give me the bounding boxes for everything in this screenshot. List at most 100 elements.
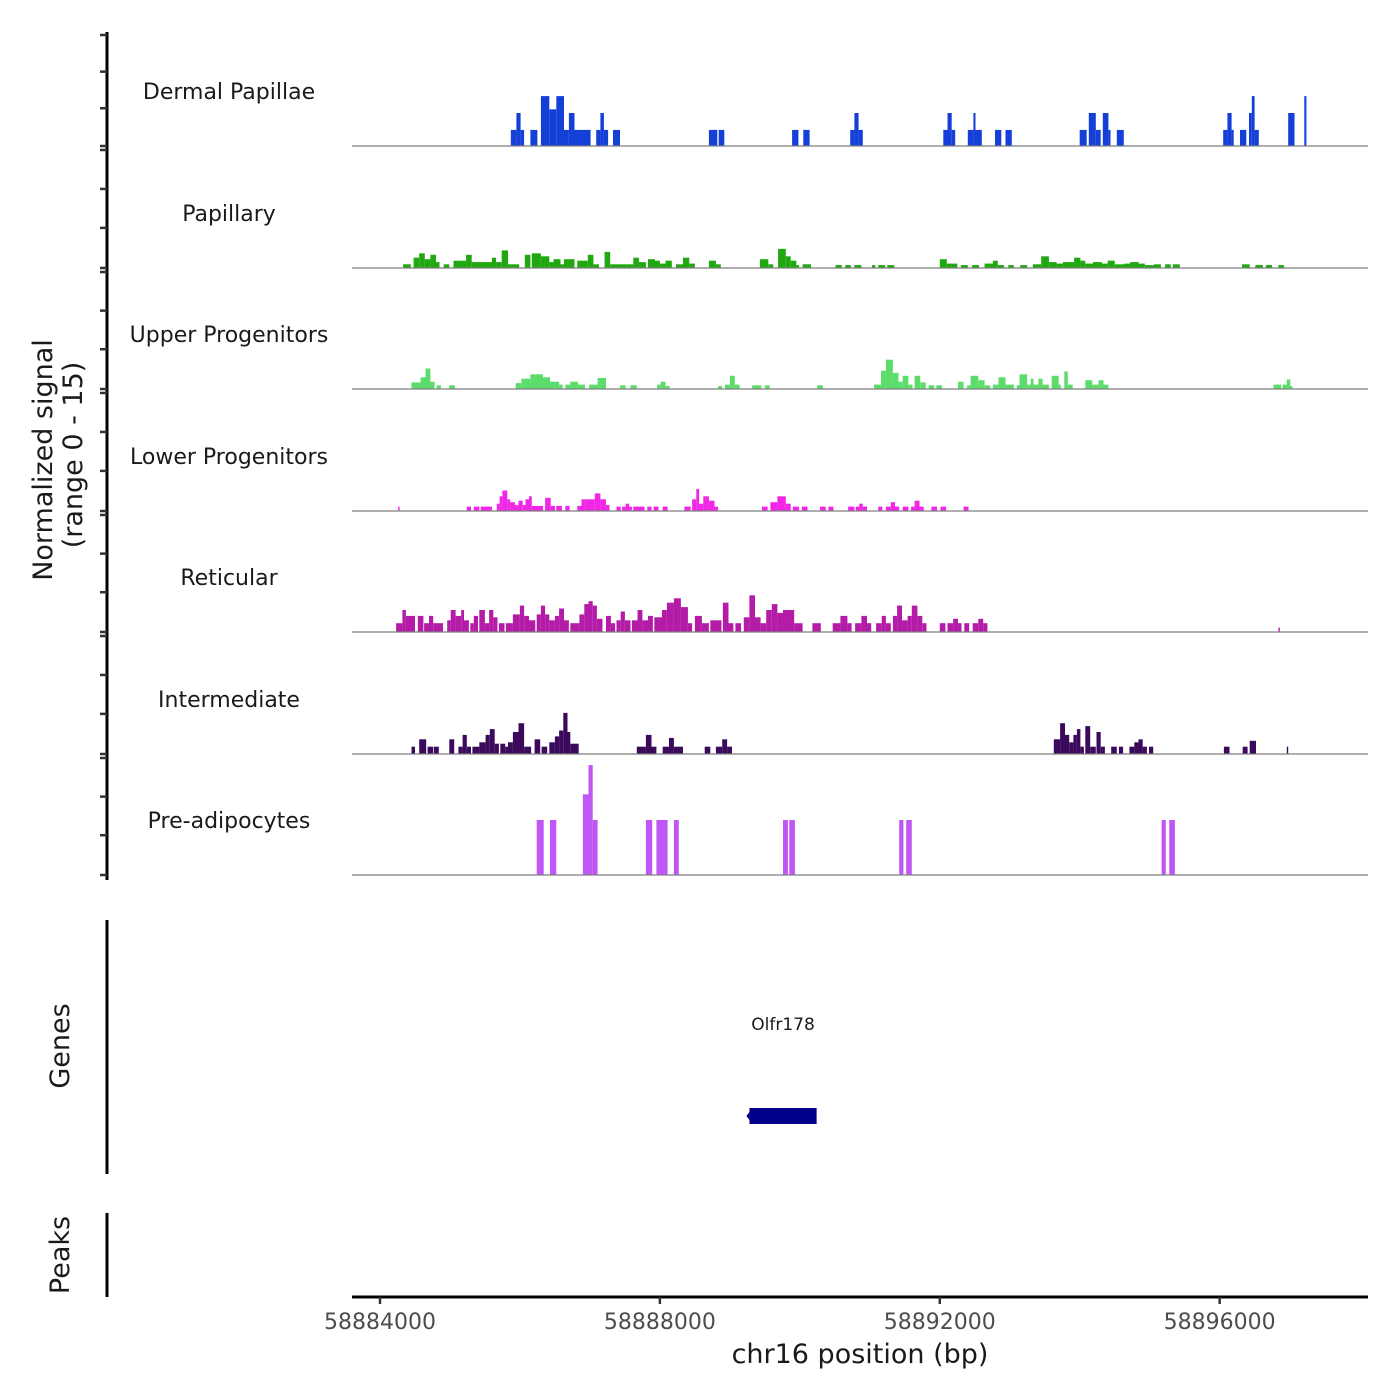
signal-bin [536,820,544,875]
signal-bin [947,113,952,146]
signal-bin [662,610,667,632]
signal-bin [928,385,935,389]
signal-bin [616,620,621,632]
signal-bin [479,742,486,754]
signal-bin [727,746,732,754]
signal-bin [1080,746,1084,754]
signal-bin [701,623,709,632]
signal-bin [676,264,683,268]
signal-bin [1085,380,1093,389]
signal-bin [850,129,855,146]
signal-bin [496,262,502,268]
signal-bin [472,746,480,754]
signal-bin [1095,129,1101,146]
signal-bin [1080,260,1086,268]
signal-bin [543,377,550,389]
signal-bin [585,499,595,511]
signal-bin [594,493,601,511]
signal-bin [550,505,555,511]
signal-bin [471,262,492,268]
signal-bin [549,620,555,632]
signal-bin [648,615,653,632]
signal-bin [500,743,506,754]
signal-bin [593,264,599,268]
signal-bin [563,712,568,754]
gene-body[interactable] [749,1108,817,1124]
track-label: Papillary [182,202,276,227]
signal-bin [455,615,462,632]
signal-bin [1111,746,1117,754]
signal-bin [997,265,1005,268]
peaks-track-label: Peaks [45,1216,76,1294]
signal-bin [1033,384,1039,389]
signal-bin [519,605,525,632]
track-dermal-papillae: Dermal Papillae [143,80,1368,147]
signal-bin [579,614,585,632]
track-label: Lower Progenitors [130,445,328,470]
signal-bin [666,602,674,632]
signal-bin [752,385,762,389]
signal-bin [515,383,522,389]
signal-bin [973,113,976,146]
signal-bin [461,610,464,632]
signal-bin [1304,96,1307,146]
signal-bin [588,601,593,632]
signal-bin [1249,740,1256,754]
signal-bin [1085,263,1093,268]
signal-bin [604,251,611,268]
signal-bin [907,615,912,632]
signal-bin [946,263,958,268]
signal-bin [405,615,415,632]
signal-bin [1114,264,1125,268]
signal-bin [770,502,778,511]
signal-bin [892,615,898,632]
signal-bin [673,746,683,754]
y-axis-label: Normalized signal [28,339,59,581]
signal-bin [936,385,942,389]
signal-bin [755,617,761,632]
signal-bin [983,623,988,632]
signal-bin [660,381,666,389]
signal-bin [1062,262,1075,268]
signal-bin [881,370,886,389]
signal-bin [480,506,492,511]
signal-bin [654,617,662,632]
signal-bin [992,384,999,389]
signal-bin [1249,113,1252,146]
signal-bin [540,605,546,632]
signal-bin [696,489,700,511]
signal-bin [473,615,478,632]
signal-bin [1016,385,1020,389]
genes-track-label: Genes [45,1003,76,1088]
signal-bin [645,820,653,875]
signal-bin [510,502,515,511]
signal-bin [493,617,498,632]
signal-bin [1172,264,1180,268]
signal-bin [703,496,709,511]
x-tick-label: 58888000 [604,1310,716,1335]
signal-bin [794,623,803,632]
y-axis-label-range: (range 0 - 15) [58,362,89,549]
signal-bin [1058,384,1061,389]
signal-bin [931,506,937,511]
signal-bin [683,257,690,268]
signal-bin [871,265,876,268]
signal-bin [550,820,557,875]
signal-bin [507,499,511,511]
signal-bin [722,739,728,754]
signal-bin [419,739,427,754]
signal-bin [908,384,913,389]
signal-bin [549,109,557,146]
signal-bin [515,505,519,511]
signal-bin [958,381,964,389]
signal-bin [897,605,902,632]
signal-bin [651,746,657,754]
signal-bin [735,623,741,632]
gene-olfr178[interactable]: Olfr178 [746,1015,817,1124]
signal-bin [512,614,520,632]
signal-bin [606,505,610,511]
signal-bin [1074,257,1081,268]
signal-bin [473,506,480,511]
signal-bin [592,605,597,632]
signal-bin [1103,384,1109,389]
